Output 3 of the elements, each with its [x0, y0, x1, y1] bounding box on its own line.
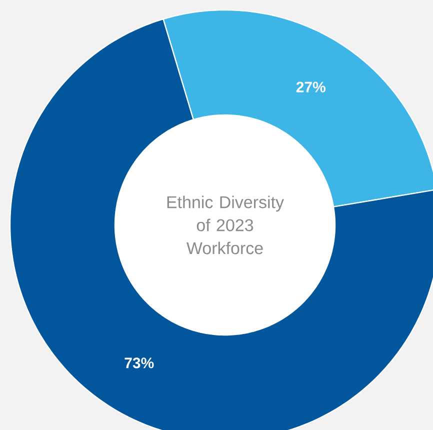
data-label: 73%	[124, 358, 154, 368]
data-label: 27%	[296, 82, 326, 92]
text: Ethnic Diversity of 2023 Workforce	[167, 196, 284, 254]
